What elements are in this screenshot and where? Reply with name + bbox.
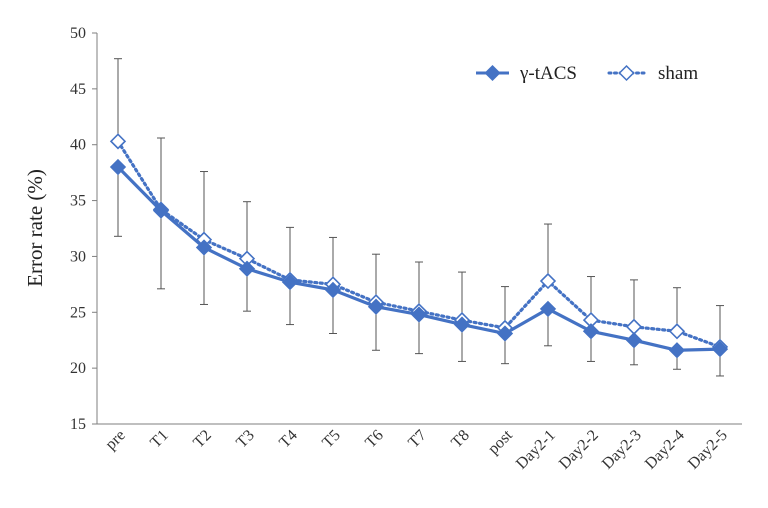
sham-point bbox=[668, 323, 686, 340]
sham-point bbox=[539, 272, 557, 290]
gamma-tacs-point bbox=[625, 332, 643, 349]
legend-marker-sham bbox=[618, 64, 635, 82]
gamma-tacs-point bbox=[410, 306, 428, 323]
x-tick-label: T4 bbox=[276, 427, 301, 452]
x-tick-label: Day2-1 bbox=[513, 427, 559, 473]
y-tick-label: 50 bbox=[70, 25, 86, 42]
gamma-tacs-point bbox=[324, 281, 342, 299]
y-tick-label: 25 bbox=[70, 304, 86, 321]
y-tick-labels: 15 20 25 30 35 40 45 50 bbox=[70, 25, 97, 433]
y-tick-label: 30 bbox=[70, 248, 86, 265]
legend: γ-tACS sham bbox=[476, 63, 698, 84]
x-tick-label: T8 bbox=[448, 427, 473, 452]
gamma-tacs-point bbox=[582, 323, 600, 340]
x-tick-label: T2 bbox=[190, 427, 215, 452]
gamma-tacs-point bbox=[453, 316, 471, 333]
gamma-tacs-point bbox=[238, 260, 256, 277]
x-tick-label: T3 bbox=[233, 427, 258, 452]
legend-label-gamma-tacs: γ-tACS bbox=[519, 63, 577, 84]
x-tick-label: Day2-5 bbox=[685, 427, 731, 473]
gamma-tacs-point bbox=[539, 300, 557, 318]
x-tick-label: post bbox=[485, 426, 516, 457]
x-tick-labels: pre T1 T2 T3 T4 T5 T6 T7 T8 postDay2-1Day2-2Day2-… bbox=[102, 426, 730, 472]
y-tick-label: 15 bbox=[70, 416, 86, 433]
sham-point bbox=[109, 133, 127, 150]
x-tick-label: T1 bbox=[147, 427, 172, 452]
gamma-tacs-point bbox=[281, 273, 299, 291]
legend-label-sham: sham bbox=[658, 63, 698, 84]
y-tick-label: 45 bbox=[70, 81, 86, 98]
legend-marker-gamma-tacs bbox=[484, 64, 501, 82]
y-axis-title: Error rate (%) bbox=[23, 169, 47, 287]
gamma-tacs-point bbox=[668, 342, 686, 359]
gamma-tacs-point bbox=[152, 202, 170, 219]
x-tick-label: T7 bbox=[405, 427, 430, 452]
x-tick-label: T6 bbox=[362, 427, 387, 452]
x-tick-label: T5 bbox=[319, 427, 344, 452]
y-tick-label: 35 bbox=[70, 193, 86, 210]
gamma-tacs-point bbox=[711, 341, 729, 358]
series-markers bbox=[109, 133, 729, 359]
x-tick-label: Day2-3 bbox=[599, 427, 645, 473]
gamma-tacs-point bbox=[367, 298, 385, 315]
x-tick-label: Day2-2 bbox=[556, 427, 602, 473]
y-tick-label: 20 bbox=[70, 360, 86, 377]
sham-point bbox=[625, 318, 643, 335]
gamma-tacs-point bbox=[109, 158, 127, 176]
y-tick-label: 40 bbox=[70, 137, 86, 154]
gamma-tacs-point bbox=[195, 239, 213, 256]
x-tick-label: Day2-4 bbox=[642, 427, 688, 473]
gamma-tacs-point bbox=[496, 325, 514, 342]
x-tick-label: pre bbox=[102, 427, 128, 453]
